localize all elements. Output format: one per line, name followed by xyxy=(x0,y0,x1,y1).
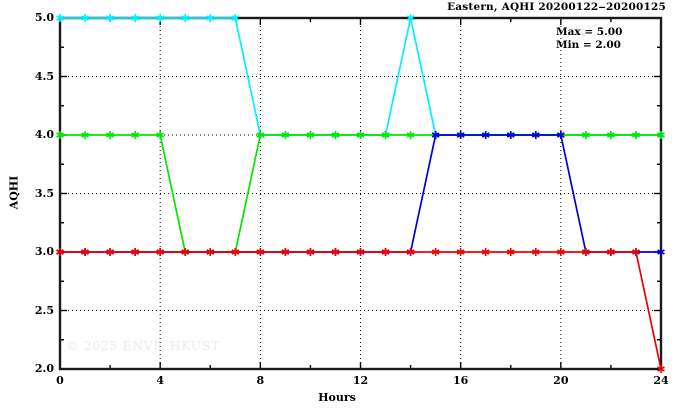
max-value-label: Max = 5.00 xyxy=(556,26,623,38)
data-point-marker xyxy=(281,131,290,139)
data-point-marker xyxy=(531,131,540,139)
x-axis-title: Hours xyxy=(318,391,356,404)
x-tick-label: 12 xyxy=(352,374,369,387)
data-point-marker xyxy=(331,131,340,139)
data-point-marker xyxy=(381,131,390,139)
data-point-marker xyxy=(481,248,490,256)
data-point-marker xyxy=(356,248,365,256)
data-point-marker xyxy=(56,248,64,256)
data-point-marker xyxy=(156,248,165,256)
min-value-label: Min = 2.00 xyxy=(556,39,621,51)
data-point-marker xyxy=(256,131,265,139)
data-point-marker xyxy=(231,14,240,22)
data-point-marker xyxy=(607,131,615,139)
data-point-marker xyxy=(556,131,565,139)
data-point-marker xyxy=(657,131,665,139)
data-point-marker xyxy=(56,131,64,139)
y-tick-label: 2.5 xyxy=(34,303,54,317)
data-point-marker xyxy=(506,248,515,256)
data-point-marker xyxy=(131,248,139,256)
data-point-marker xyxy=(231,248,240,256)
data-point-marker xyxy=(607,248,615,256)
data-point-marker xyxy=(506,131,515,139)
data-point-marker xyxy=(531,248,540,256)
data-point-marker xyxy=(306,131,315,139)
data-point-marker xyxy=(431,248,440,256)
data-point-marker xyxy=(106,131,114,139)
y-tick-label: 5.0 xyxy=(34,11,54,24)
data-point-marker xyxy=(81,131,89,139)
data-point-marker xyxy=(582,248,590,256)
x-tick-label: 16 xyxy=(453,374,469,387)
x-tick-label: 4 xyxy=(156,374,164,387)
x-tick-label: 24 xyxy=(653,374,669,387)
chart-title: Eastern, AQHI 20200122‒20200125 xyxy=(447,1,666,13)
data-point-marker xyxy=(381,248,390,256)
data-series xyxy=(56,248,665,373)
stats-annotation-box: Max = 5.00 Min = 2.00 xyxy=(556,26,622,52)
data-point-marker xyxy=(306,248,315,256)
data-point-marker xyxy=(206,14,215,22)
data-point-marker xyxy=(131,14,139,22)
y-tick-label: 4.5 xyxy=(34,69,54,83)
data-point-marker xyxy=(256,248,265,256)
data-point-marker xyxy=(657,365,665,373)
data-point-marker xyxy=(356,131,365,139)
data-point-marker xyxy=(81,14,89,22)
data-point-marker xyxy=(481,131,490,139)
data-point-marker xyxy=(406,248,415,256)
data-point-marker xyxy=(632,248,640,256)
data-point-marker xyxy=(206,248,215,256)
gridlines-group xyxy=(60,18,661,369)
data-point-marker xyxy=(181,248,190,256)
data-point-marker xyxy=(106,14,114,22)
plot-frame xyxy=(58,16,663,371)
data-point-marker xyxy=(156,131,165,139)
x-tick-label: 0 xyxy=(56,374,64,387)
y-tick-label: 2.0 xyxy=(34,362,54,375)
data-point-marker xyxy=(281,248,290,256)
data-point-marker xyxy=(331,248,340,256)
x-tick-label: 20 xyxy=(553,374,569,387)
y-tick-label: 3.5 xyxy=(34,186,54,200)
data-point-marker xyxy=(181,14,190,22)
data-point-marker xyxy=(406,131,415,139)
data-point-marker xyxy=(156,14,165,22)
data-point-marker xyxy=(81,248,89,256)
data-point-marker xyxy=(431,131,440,139)
data-point-marker xyxy=(556,248,565,256)
plot-border xyxy=(58,16,663,371)
x-tick-label: 8 xyxy=(256,374,265,387)
data-point-marker xyxy=(456,248,465,256)
data-point-marker xyxy=(56,14,64,22)
data-point-marker xyxy=(456,131,465,139)
data-series-group xyxy=(56,14,665,373)
data-point-marker xyxy=(582,131,590,139)
data-point-marker xyxy=(657,248,665,256)
data-point-marker xyxy=(131,131,139,139)
data-point-marker xyxy=(406,14,415,22)
data-point-marker xyxy=(106,248,114,256)
y-tick-label: 3.0 xyxy=(34,245,54,258)
copyright-watermark: © 2025 ENVF, HKUST xyxy=(66,338,221,353)
data-point-marker xyxy=(632,131,640,139)
y-tick-label: 4.0 xyxy=(34,128,54,141)
